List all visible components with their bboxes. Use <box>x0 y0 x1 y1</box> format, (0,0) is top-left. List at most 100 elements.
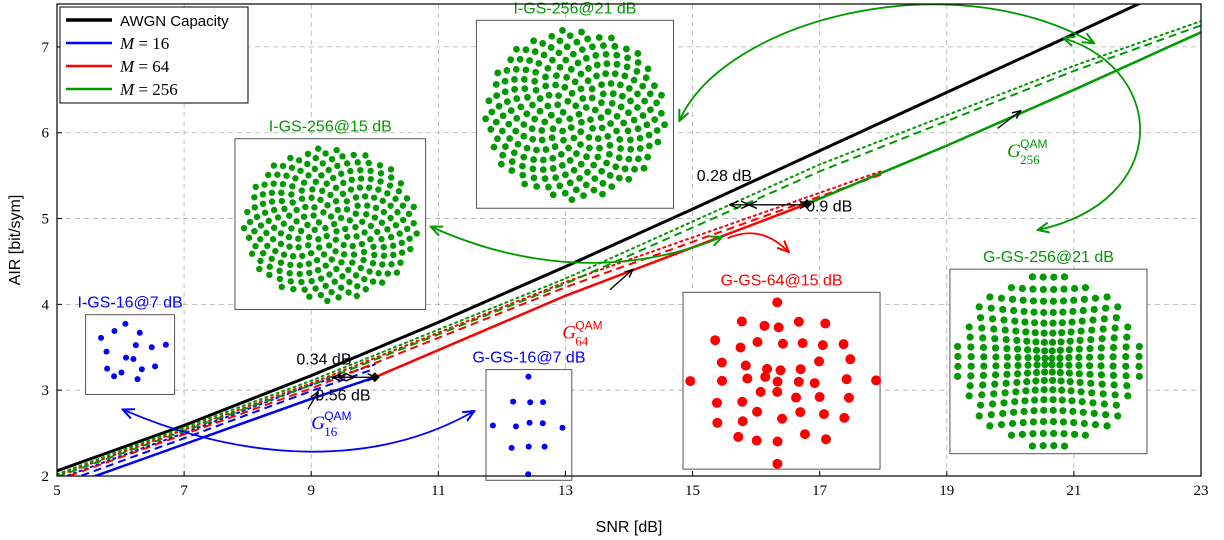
x-tick-label: 9 <box>307 483 315 499</box>
constellation-point <box>954 362 962 370</box>
constellation-point <box>603 159 610 167</box>
constellation-point <box>1069 307 1077 316</box>
constellation-point <box>599 190 606 198</box>
constellation-point <box>350 251 358 258</box>
constellation-point <box>494 135 501 143</box>
constellation-point <box>578 28 585 36</box>
constellation-point <box>257 236 264 243</box>
constellation-point <box>742 373 753 384</box>
constellation-point <box>625 155 633 163</box>
constellation-point <box>261 181 268 188</box>
constellation-point <box>344 233 351 240</box>
constellation-point <box>653 127 661 134</box>
constellation-point <box>296 262 304 269</box>
constellation-point <box>618 92 626 100</box>
constellation-point <box>639 112 647 119</box>
constellation-point <box>1098 335 1106 343</box>
constellation-point <box>259 200 267 208</box>
constellation-point <box>1060 273 1069 281</box>
constellation-point <box>540 51 548 59</box>
constellation-point <box>552 81 559 89</box>
constellation-point <box>809 378 820 389</box>
constellation-point <box>1089 316 1097 324</box>
constellation-point <box>399 202 407 209</box>
qam-label-sub: 64 <box>575 334 589 349</box>
constellation-point <box>286 243 293 250</box>
constellation-point <box>1048 361 1056 369</box>
constellation-point <box>740 360 751 371</box>
constellation-point <box>1112 314 1120 322</box>
constellation-point <box>997 421 1006 429</box>
constellation-point <box>317 196 324 204</box>
constellation-point <box>646 90 654 98</box>
constellation-point <box>642 74 650 82</box>
constellation-point <box>759 320 770 331</box>
constellation-point <box>347 167 354 175</box>
constellation-point <box>1032 338 1040 346</box>
constellation-point <box>967 372 975 380</box>
constellation-point <box>485 97 493 105</box>
constellation-point <box>379 261 386 268</box>
constellation-point <box>845 354 856 365</box>
constellation-point <box>300 179 308 186</box>
constellation-point <box>1014 345 1022 353</box>
constellation-point <box>1022 387 1030 395</box>
qam-label-sup: QAM <box>575 319 602 333</box>
constellation-point <box>607 120 614 127</box>
constellation-point <box>795 364 806 375</box>
constellation-point <box>979 371 988 379</box>
constellation-point <box>286 270 293 277</box>
constellation-point <box>388 261 395 268</box>
constellation-point <box>544 102 552 110</box>
constellation-point <box>566 115 574 123</box>
constellation-point <box>388 174 395 181</box>
constellation-point <box>613 51 621 59</box>
constellation-point <box>1089 399 1097 407</box>
constellation-point <box>1021 397 1029 405</box>
constellation-point <box>1023 378 1031 386</box>
constellation-point <box>685 376 696 387</box>
constellation-point <box>533 146 540 154</box>
x-axis-label: SNR [dB] <box>596 519 663 536</box>
constellation-point <box>547 44 555 51</box>
constellation-point <box>288 164 296 171</box>
gap-label: 0.28 dB <box>697 168 752 185</box>
constellation-point <box>1048 338 1057 346</box>
constellation-point <box>814 392 825 403</box>
constellation-point <box>587 116 594 124</box>
constellation-point <box>559 424 566 431</box>
constellation-point <box>599 42 607 50</box>
constellation-point <box>531 115 539 123</box>
constellation-point <box>354 159 361 166</box>
constellation-point <box>511 85 519 93</box>
constellation-point <box>572 186 580 194</box>
constellation-point <box>644 153 652 161</box>
constellation-point <box>257 257 264 265</box>
constellation-point <box>384 190 391 197</box>
constellation-point <box>261 209 269 216</box>
constellation-point <box>791 392 802 403</box>
x-tick-label: 15 <box>685 483 700 499</box>
constellation-point <box>627 97 634 105</box>
constellation-point <box>658 109 665 117</box>
constellation-point <box>277 230 285 237</box>
constellation-point <box>152 363 159 370</box>
x-tick-label: 21 <box>1066 483 1081 499</box>
constellation-point <box>636 145 644 152</box>
constellation-point <box>1059 407 1067 415</box>
constellation-point <box>1078 398 1086 406</box>
constellation-point <box>623 63 631 71</box>
constellation-point <box>353 233 360 240</box>
constellation-point <box>640 164 648 172</box>
constellation-point <box>1031 386 1039 394</box>
qam-pointer-arrow <box>997 111 1020 129</box>
constellation-point <box>513 45 520 53</box>
constellation-point <box>339 153 346 160</box>
constellation-point <box>482 115 489 123</box>
constellation-point <box>276 275 284 283</box>
constellation-point <box>751 435 762 446</box>
constellation-point <box>498 127 506 135</box>
constellation-point <box>306 269 313 277</box>
